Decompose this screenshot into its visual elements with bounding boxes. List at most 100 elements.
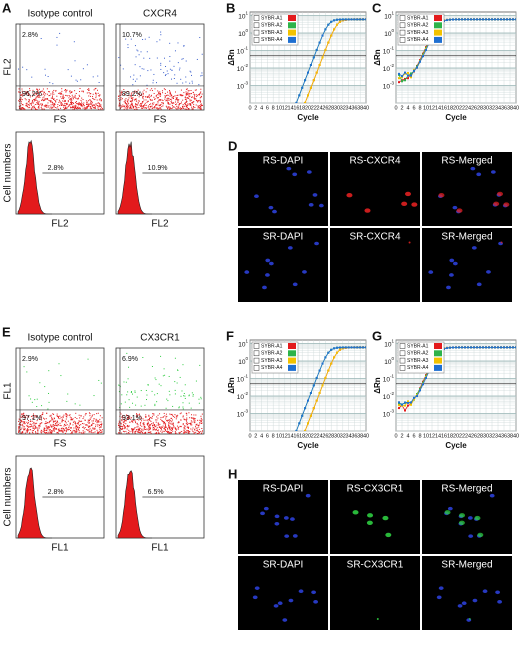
dot xyxy=(23,415,25,417)
curves xyxy=(255,18,366,139)
tick-exponent: -2 xyxy=(244,391,248,396)
dot xyxy=(148,425,150,427)
dot xyxy=(194,94,196,96)
dot xyxy=(179,67,181,69)
dot xyxy=(72,102,74,104)
dot xyxy=(93,414,95,416)
dot xyxy=(154,429,156,431)
x-tick-label: 26 xyxy=(322,433,328,439)
dot xyxy=(153,96,155,98)
dot xyxy=(184,103,186,105)
dot xyxy=(63,105,65,107)
dot xyxy=(38,102,40,104)
curve-point xyxy=(512,18,514,21)
curve-point xyxy=(281,137,283,139)
dot xyxy=(173,426,175,428)
dot xyxy=(155,425,157,427)
dot xyxy=(166,98,168,100)
dot xyxy=(175,432,177,434)
dot xyxy=(183,418,185,420)
tick-exponent: -2 xyxy=(244,63,248,68)
dot xyxy=(92,97,94,99)
legend-label: SYBR-A1 xyxy=(261,343,283,349)
dot xyxy=(138,427,140,429)
dot xyxy=(18,429,20,431)
dot xyxy=(19,94,21,96)
dot xyxy=(190,424,192,426)
curve-point xyxy=(252,465,254,467)
dot xyxy=(88,419,90,421)
x-tick-label: 8 xyxy=(418,105,421,111)
dot xyxy=(23,413,25,415)
dot xyxy=(89,415,91,417)
dot xyxy=(65,427,67,429)
dot xyxy=(87,419,89,421)
x-tick-label: 18 xyxy=(299,105,305,111)
dot xyxy=(201,72,203,74)
curve-point xyxy=(515,346,516,349)
x-tick-label: 2 xyxy=(400,105,403,111)
dot xyxy=(145,416,147,418)
dot xyxy=(159,99,161,101)
dot xyxy=(127,105,129,107)
dot xyxy=(87,88,89,90)
curve-point xyxy=(287,135,289,137)
curve-point xyxy=(398,81,400,84)
dot xyxy=(18,68,20,70)
curve-point xyxy=(255,465,257,467)
dot xyxy=(149,416,151,418)
dot xyxy=(37,429,39,431)
x-tick-label: 30 xyxy=(334,105,340,111)
dot xyxy=(52,420,54,422)
dot xyxy=(127,418,129,420)
dot xyxy=(192,91,194,93)
dot xyxy=(28,99,30,101)
dot xyxy=(19,101,21,103)
dot xyxy=(138,106,140,108)
dot xyxy=(186,94,188,96)
dot xyxy=(192,395,194,397)
curve-point xyxy=(281,465,283,467)
dot xyxy=(120,422,122,424)
dot xyxy=(149,424,151,426)
dot xyxy=(153,107,155,109)
dot xyxy=(149,427,151,429)
dot xyxy=(87,100,89,102)
dot xyxy=(60,104,62,106)
dot xyxy=(166,398,168,400)
dot xyxy=(185,431,187,433)
curve-point xyxy=(464,18,466,21)
dot xyxy=(68,428,70,430)
curve-point xyxy=(425,48,427,51)
dot xyxy=(138,54,140,56)
dot xyxy=(56,107,58,109)
dot xyxy=(177,428,179,430)
dot xyxy=(48,95,50,97)
dot xyxy=(178,407,180,409)
dot xyxy=(95,87,97,89)
dot xyxy=(56,416,58,418)
dot xyxy=(144,426,146,428)
dot xyxy=(31,103,33,105)
dot xyxy=(95,420,97,422)
curve-point xyxy=(255,137,257,139)
dot xyxy=(199,99,201,101)
dot xyxy=(45,432,47,434)
dot xyxy=(191,82,193,84)
dot xyxy=(97,412,99,414)
dot xyxy=(123,106,125,108)
curve-point xyxy=(266,465,268,467)
dot xyxy=(94,107,96,109)
dot xyxy=(170,94,172,96)
dot xyxy=(199,431,201,433)
dot xyxy=(188,94,190,96)
nucleus xyxy=(268,205,274,210)
dot xyxy=(187,92,189,94)
dot xyxy=(148,419,150,421)
dot xyxy=(150,103,152,105)
dot xyxy=(122,104,124,106)
dot xyxy=(46,412,48,414)
marker-signal xyxy=(493,201,500,207)
dot xyxy=(187,432,189,434)
dot xyxy=(199,364,201,366)
